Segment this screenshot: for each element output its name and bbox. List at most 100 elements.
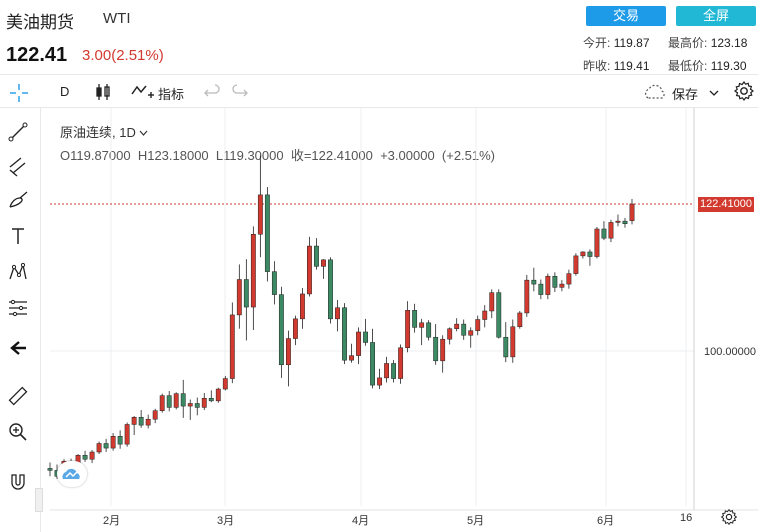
candle-body xyxy=(278,294,284,366)
candle-body xyxy=(496,292,502,338)
candle-body xyxy=(342,307,347,361)
left-toolbar-divider xyxy=(40,108,41,532)
candle-body xyxy=(173,393,179,408)
cloud-save-icon[interactable] xyxy=(642,83,668,101)
x-tick-16: 16 xyxy=(680,512,693,524)
candle-body xyxy=(328,259,333,320)
chevron-down-icon[interactable] xyxy=(708,86,720,98)
candle-body xyxy=(566,273,572,285)
trade-button[interactable]: 交易 xyxy=(586,6,666,26)
brush-icon[interactable] xyxy=(4,186,32,214)
crosshair-icon[interactable] xyxy=(8,82,30,104)
text-tool-icon[interactable] xyxy=(4,222,32,250)
candle-body xyxy=(229,314,235,379)
candle-body xyxy=(615,220,621,223)
candle-body xyxy=(433,336,439,362)
candle-body xyxy=(510,326,516,358)
candle-body xyxy=(405,310,411,348)
candle-body xyxy=(426,322,432,338)
instrument-title: 美油期货 xyxy=(6,13,74,32)
chart-settings-gear-icon[interactable] xyxy=(720,508,738,526)
candle-body xyxy=(145,418,151,426)
candle-body xyxy=(440,338,446,362)
parallel-channel-icon[interactable] xyxy=(4,152,32,180)
ohlc-legend: O119.87000 H123.18000 L119.30000 收=122.4… xyxy=(60,148,496,163)
stat-high: 最高价: 123.18 xyxy=(668,34,747,51)
x-tick-apr: 4月 xyxy=(352,515,370,527)
indicators-button[interactable]: 指标 xyxy=(158,87,185,102)
stat-prev-close-value: 119.41 xyxy=(613,59,650,73)
fib-levels-icon[interactable] xyxy=(4,294,32,322)
candle-body xyxy=(461,323,467,336)
candle-body xyxy=(131,417,137,425)
candle-body xyxy=(222,378,228,390)
header-divider xyxy=(0,74,758,75)
candle-body xyxy=(384,363,390,379)
candle-body xyxy=(208,397,214,402)
indicators-icon[interactable] xyxy=(130,82,156,102)
candle-body xyxy=(468,330,474,336)
candle-body xyxy=(250,233,256,308)
stat-low-label: 最低价: xyxy=(668,59,708,73)
candle-body xyxy=(47,468,53,471)
back-arrow-icon[interactable] xyxy=(4,334,32,362)
candle-body xyxy=(300,293,305,320)
candle-body xyxy=(356,331,361,356)
chart-symbol-label[interactable]: 原油连续, 1D xyxy=(60,122,148,141)
interval-button[interactable]: D xyxy=(60,84,70,99)
x-tick-may: 5月 xyxy=(467,515,485,527)
candle-body xyxy=(335,307,340,320)
candle-body xyxy=(271,271,277,295)
candle-body xyxy=(166,395,172,408)
stat-high-label: 最高价: xyxy=(668,36,708,50)
toolbar-divider xyxy=(0,107,758,108)
zoom-in-icon[interactable] xyxy=(4,418,32,446)
fullscreen-button[interactable]: 全屏 xyxy=(676,6,756,26)
candle-body xyxy=(594,228,600,257)
candle-body xyxy=(580,251,586,257)
candle-body xyxy=(447,328,453,340)
candle-body xyxy=(321,259,326,267)
candle-body xyxy=(307,245,312,295)
candle-body xyxy=(292,318,298,339)
candle-body xyxy=(454,323,460,329)
candle-body xyxy=(138,417,144,426)
symbol-text: 原油连续, 1D xyxy=(60,125,136,140)
instrument-code: WTI xyxy=(103,10,131,27)
magnet-icon[interactable] xyxy=(4,468,32,496)
candle-body xyxy=(257,194,263,235)
last-price-axis-label: 122.41000 xyxy=(698,197,754,212)
save-button[interactable]: 保存 xyxy=(672,87,699,102)
toolbar-collapse-handle[interactable] xyxy=(35,488,43,512)
candle-body xyxy=(236,279,242,316)
trend-line-icon[interactable] xyxy=(4,118,32,146)
undo-icon[interactable] xyxy=(204,84,220,100)
candle-body xyxy=(314,245,319,267)
candle-body xyxy=(89,451,95,460)
candle-body xyxy=(608,222,614,239)
x-tick-feb: 2月 xyxy=(103,515,121,527)
candle-body xyxy=(601,228,607,239)
candle-style-icon[interactable] xyxy=(94,82,112,102)
candle-body xyxy=(503,336,509,358)
candle-body xyxy=(587,251,593,257)
candle-body xyxy=(201,397,207,408)
candle-body xyxy=(370,342,375,386)
candle-body xyxy=(194,403,200,408)
candle-body xyxy=(110,436,116,449)
x-tick-jun: 6月 xyxy=(597,515,615,527)
candle-body xyxy=(538,283,544,295)
chevron-down-icon xyxy=(140,130,148,136)
stat-open-label: 今开: xyxy=(583,36,611,50)
stat-high-value: 123.18 xyxy=(710,36,748,50)
settings-gear-icon[interactable] xyxy=(733,80,755,102)
candle-body xyxy=(243,279,249,308)
candle-body xyxy=(524,279,530,314)
pattern-icon[interactable] xyxy=(4,258,32,286)
redo-icon[interactable] xyxy=(232,84,248,100)
candle-body xyxy=(419,322,425,328)
candle-body xyxy=(489,292,495,312)
ruler-icon[interactable] xyxy=(4,382,32,410)
candle-body xyxy=(622,220,628,224)
